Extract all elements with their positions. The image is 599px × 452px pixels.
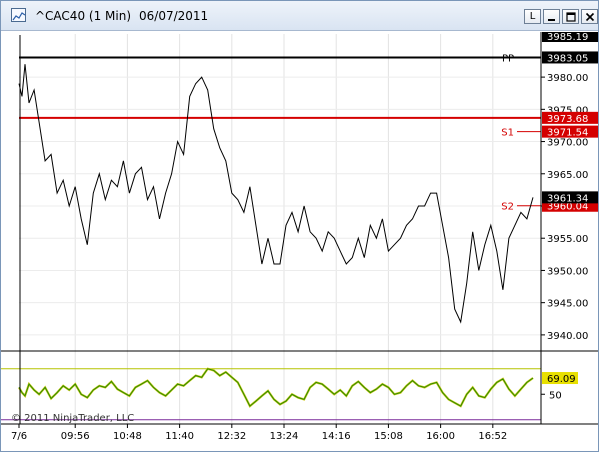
pivot-level-name: S1 xyxy=(501,128,514,139)
x-tick-label: 15:08 xyxy=(374,431,403,442)
indicator-series-line xyxy=(18,368,534,407)
copyright-text: © 2011 NinjaTrader, LLC xyxy=(11,413,134,424)
chart-area[interactable]: 3980.003975.003970.003965.003960.003955.… xyxy=(1,30,598,452)
x-tick-label: 09:56 xyxy=(61,431,90,442)
maximize-icon xyxy=(566,12,576,22)
y-tick-label: 3970.00 xyxy=(547,138,588,149)
minimize-button[interactable] xyxy=(543,9,560,24)
axis-top-label: 3985.19 xyxy=(547,32,588,43)
window-title: ^CAC40 (1 Min) 06/07/2011 xyxy=(35,9,208,23)
pivot-level-label: 3960.04 xyxy=(547,202,588,213)
last-price-label: 3961.34 xyxy=(547,193,588,204)
y-tick-label: 3980.00 xyxy=(547,73,588,84)
y-tick-label: 3940.00 xyxy=(547,331,588,342)
window-symbol: ^CAC40 (1 Min) xyxy=(35,9,131,23)
window-date: 06/07/2011 xyxy=(139,9,209,23)
indicator-last-label-box xyxy=(542,372,578,385)
price-chart[interactable]: 3980.003975.003970.003965.003960.003955.… xyxy=(1,30,598,452)
y-tick-label: 3950.00 xyxy=(547,266,588,277)
pivot-level-label-box xyxy=(542,51,598,64)
pivot-level-label: 3983.05 xyxy=(547,53,588,64)
x-tick-label: 12:32 xyxy=(217,431,246,442)
last-price-label-box xyxy=(542,191,598,204)
y-tick-label: 3965.00 xyxy=(547,170,588,181)
axis-top-label-box xyxy=(542,30,598,42)
x-tick-label: 16:52 xyxy=(478,431,507,442)
y-tick-label: 3955.00 xyxy=(547,234,588,245)
x-tick-label: 13:24 xyxy=(270,431,299,442)
minimize-icon xyxy=(548,19,555,21)
indicator-last-label: 69.09 xyxy=(547,374,576,385)
x-tick-label: 16:00 xyxy=(426,431,455,442)
pivot-level-label-box xyxy=(542,111,598,124)
pivot-level-label: 3971.54 xyxy=(547,128,588,139)
maximize-button[interactable] xyxy=(562,9,579,24)
x-tick-label: 10:48 xyxy=(113,431,142,442)
close-icon xyxy=(585,12,595,22)
title-bar[interactable]: ^CAC40 (1 Min) 06/07/2011 L xyxy=(1,1,598,31)
indicator-y-tick-label: 50 xyxy=(549,390,562,401)
x-tick-label: 14:16 xyxy=(322,431,351,442)
x-tick-label: 11:40 xyxy=(165,431,194,442)
pivot-level-name: PP xyxy=(502,53,514,64)
pivot-level-label-box xyxy=(542,125,598,138)
close-button[interactable] xyxy=(581,9,598,24)
y-tick-label: 3945.00 xyxy=(547,299,588,310)
pivot-level-label: 3973.68 xyxy=(547,114,588,125)
chart-app-icon xyxy=(11,8,26,22)
link-button[interactable]: L xyxy=(524,9,541,24)
pivot-level-name: S2 xyxy=(501,202,514,213)
x-tick-label: 7/6 xyxy=(11,431,27,442)
price-series-line xyxy=(18,64,534,324)
y-tick-label: 3975.00 xyxy=(547,105,588,116)
